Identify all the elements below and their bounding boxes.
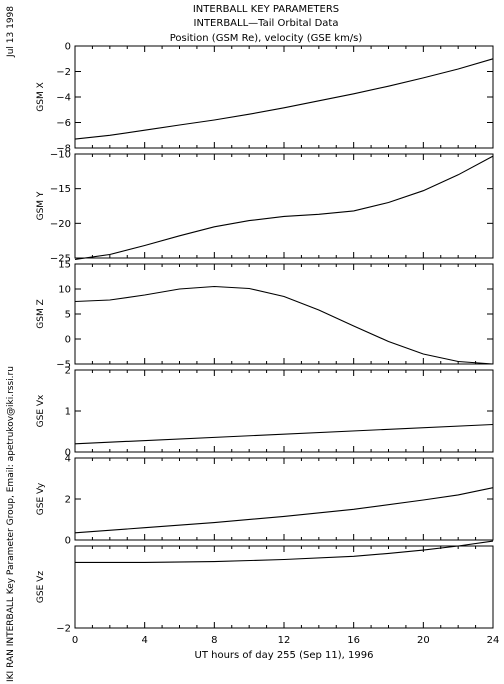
y-tick-label: −10: [50, 150, 71, 161]
y-axis-label: GSE Vy: [36, 482, 46, 515]
y-axis-label: GSM X: [36, 82, 46, 111]
x-tick-label: 24: [487, 635, 500, 646]
x-tick-label: 20: [417, 635, 430, 646]
y-axis-label: GSE Vx: [36, 394, 46, 427]
x-tick-label: 8: [211, 635, 217, 646]
y-axis-label: GSM Y: [36, 191, 46, 220]
x-axis: 0 4 8 12 16 20 24: [72, 635, 500, 646]
y-tick-label: 0: [65, 536, 71, 547]
panel-frame: [74, 545, 494, 629]
y-tick-label: 2: [65, 366, 71, 377]
y-tick-label: 1: [65, 407, 71, 418]
y-axis-label: GSM Z: [36, 299, 46, 328]
panel-6: −2 GSE Vz: [36, 540, 494, 635]
header-title: INTERBALL KEY PARAMETERS: [193, 4, 339, 15]
y-tick-label: 15: [58, 260, 71, 271]
y-tick-label: −8: [56, 144, 71, 155]
series-line: [75, 540, 494, 563]
panel-frame: [74, 263, 494, 365]
y-tick-label: −25: [50, 254, 71, 265]
y-tick-label: 0: [65, 42, 71, 53]
series-line: [74, 285, 494, 365]
series-line: [74, 155, 494, 260]
y-tick-label: −15: [50, 184, 71, 195]
series-line: [74, 58, 494, 140]
series-line: [74, 423, 494, 445]
panel-5: 4 2 0 GSE Vy: [36, 454, 494, 547]
y-tick-label: −2: [56, 624, 71, 635]
y-axis-label: GSE Vz: [36, 571, 46, 603]
panel-4: 2 1 0 GSE Vx: [36, 366, 494, 459]
panel-1: 0 −2 −4 −6 −8 GSM X: [36, 42, 494, 155]
y-tick-label: −4: [56, 93, 71, 104]
panel-frame: [74, 45, 494, 149]
header-description: Position (GSM Re), velocity (GSE km/s): [170, 33, 363, 44]
header-subtitle: INTERBALL—Tail Orbital Data: [194, 18, 339, 29]
panel-frame: [74, 153, 494, 259]
y-tick-label: 5: [65, 310, 71, 321]
panel-frame: [74, 369, 494, 453]
credit-line: IKI RAN INTERBALL Key Parameter Group, E…: [6, 366, 16, 682]
x-axis-label: UT hours of day 255 (Sep 11), 1996: [195, 650, 374, 661]
plot-date: Jul 13 1998: [6, 6, 16, 58]
x-tick-label: 0: [72, 635, 78, 646]
x-tick-label: 4: [141, 635, 147, 646]
panel-2: −10 −15 −20 −25 GSM Y: [36, 150, 494, 265]
panel-3: 15 10 5 0 −5 GSM Z: [36, 260, 494, 371]
x-tick-label: 12: [278, 635, 291, 646]
series-line: [74, 487, 494, 534]
y-tick-label: 0: [65, 335, 71, 346]
y-tick-label: 0: [65, 448, 71, 459]
y-tick-label: −2: [56, 67, 71, 78]
y-tick-label: 2: [65, 495, 71, 506]
y-tick-label: 10: [58, 285, 71, 296]
x-tick-label: 16: [347, 635, 360, 646]
y-tick-label: −6: [56, 118, 71, 129]
y-tick-label: 4: [65, 454, 71, 465]
y-tick-label: −5: [56, 360, 71, 371]
y-tick-label: −20: [50, 219, 71, 230]
figure-header: INTERBALL KEY PARAMETERS INTERBALL—Tail …: [170, 4, 363, 44]
